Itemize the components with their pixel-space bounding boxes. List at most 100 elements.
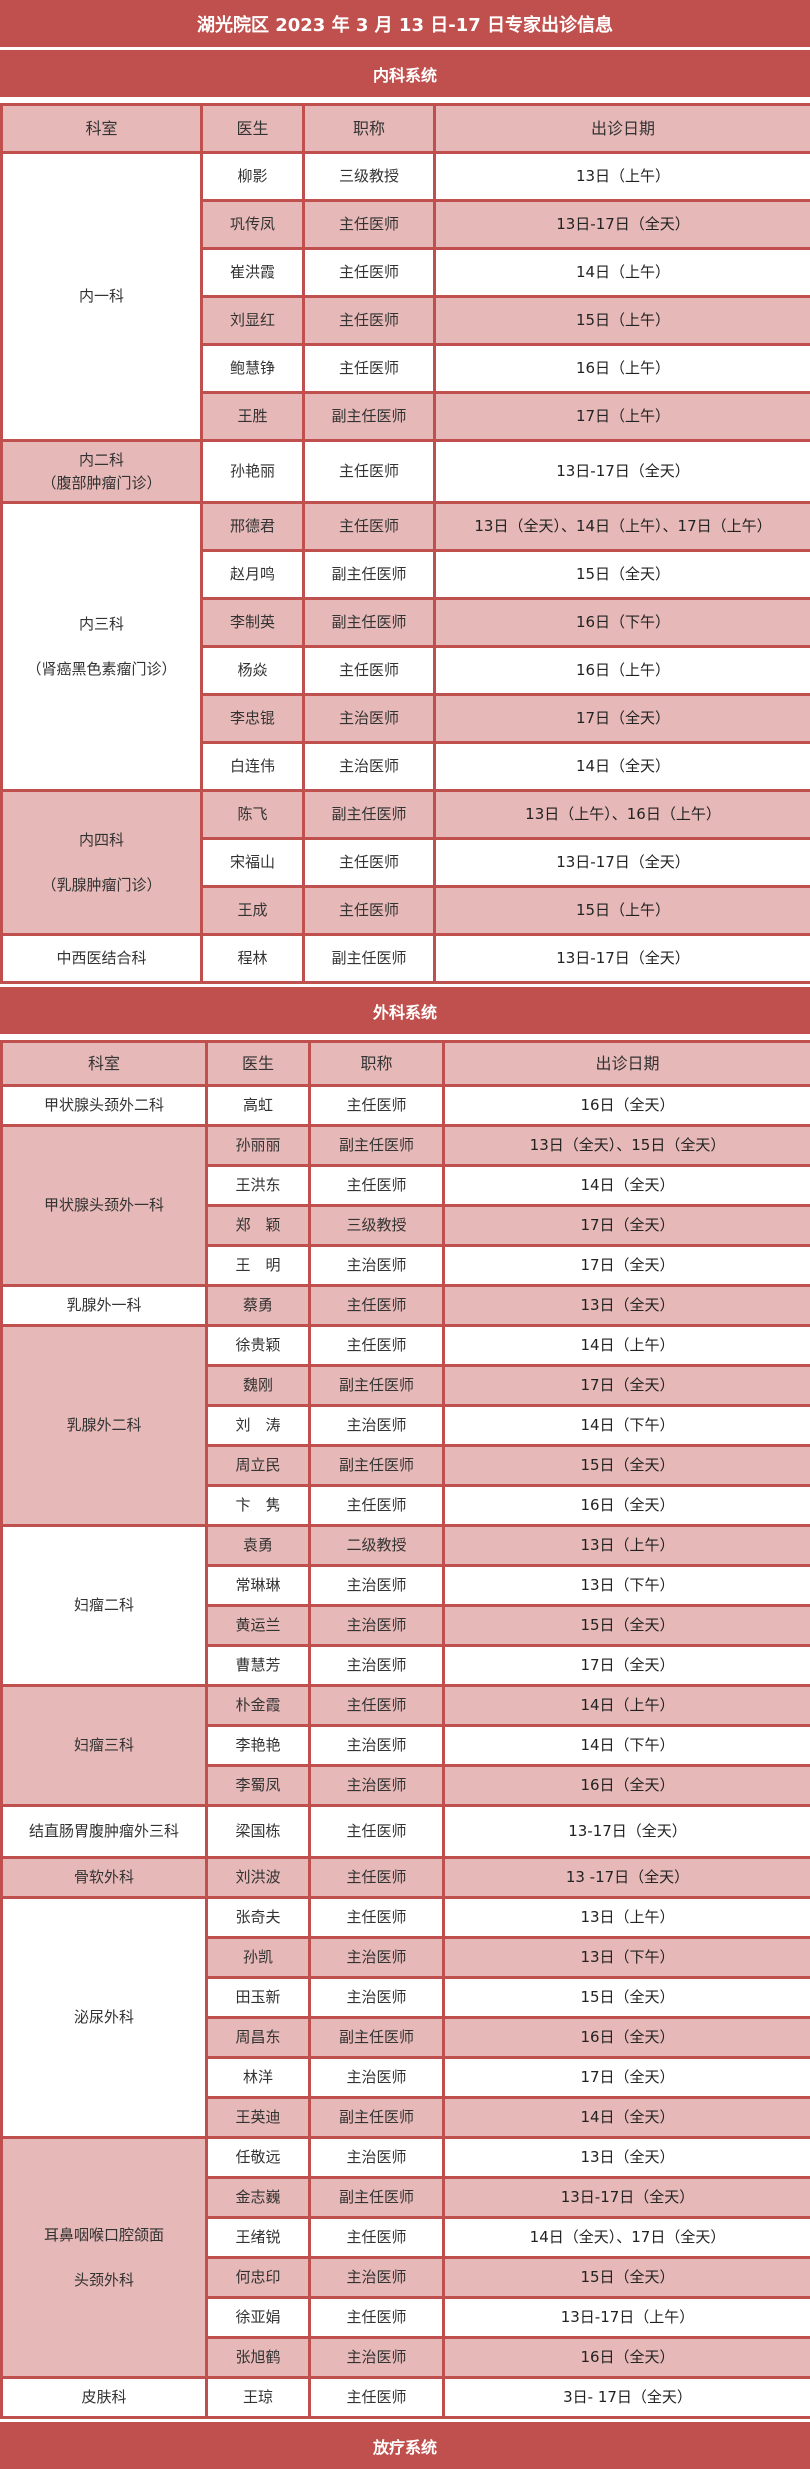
doctor-cell: 郑 颖 (207, 1206, 310, 1246)
doctor-cell: 赵月鸣 (202, 551, 304, 599)
doctor-cell: 徐亚娟 (207, 2298, 310, 2338)
title-cell: 副主任医师 (310, 1126, 444, 1166)
date-cell: 17日（全天） (444, 1206, 810, 1246)
doctor-cell: 蔡勇 (207, 1286, 310, 1326)
doctor-cell: 黄运兰 (207, 1606, 310, 1646)
title-cell: 主任医师 (310, 1486, 444, 1526)
doctor-cell: 李艳艳 (207, 1726, 310, 1766)
department-cell: 妇瘤三科 (2, 1686, 207, 1806)
date-cell: 13日-17日（全天） (435, 839, 810, 887)
title-cell: 主任医师 (304, 887, 435, 935)
title-cell: 主任医师 (310, 1898, 444, 1938)
date-cell: 13日-17日（全天） (435, 441, 810, 503)
date-cell: 17日（全天） (435, 695, 810, 743)
column-header: 医生 (202, 105, 304, 153)
doctor-cell: 高虹 (207, 1086, 310, 1126)
doctor-cell: 巩传凤 (202, 201, 304, 249)
title-cell: 二级教授 (310, 1526, 444, 1566)
column-header: 科室 (2, 1042, 207, 1086)
date-cell: 17日（全天） (444, 1646, 810, 1686)
doctor-cell: 王 明 (207, 1246, 310, 1286)
doctor-cell: 金志巍 (207, 2178, 310, 2218)
department-cell: 中西医结合科 (2, 935, 202, 983)
title-cell: 主任医师 (304, 839, 435, 887)
doctor-cell: 张旭鹤 (207, 2338, 310, 2378)
title-cell: 主任医师 (304, 345, 435, 393)
title-cell: 主任医师 (310, 2298, 444, 2338)
doctor-cell: 柳影 (202, 153, 304, 201)
title-cell: 主治医师 (310, 1246, 444, 1286)
column-header: 职称 (310, 1042, 444, 1086)
doctor-cell: 李蜀凤 (207, 1766, 310, 1806)
date-cell: 14日（全天） (444, 2098, 810, 2138)
date-cell: 13日-17日（上午） (444, 2298, 810, 2338)
title-cell: 主任医师 (310, 1806, 444, 1858)
date-cell: 15日（全天） (444, 2258, 810, 2298)
doctor-cell: 何忠印 (207, 2258, 310, 2298)
doctor-cell: 周立民 (207, 1446, 310, 1486)
date-cell: 13日-17日（全天） (444, 2178, 810, 2218)
title-cell: 副主任医师 (310, 2098, 444, 2138)
date-cell: 15日（全天） (444, 1446, 810, 1486)
date-cell: 3日- 17日（全天） (444, 2378, 810, 2418)
title-cell: 主任医师 (304, 297, 435, 345)
section-header: 放疗系统 (0, 2422, 810, 2469)
title-cell: 主治医师 (310, 1566, 444, 1606)
title-cell: 主任医师 (304, 201, 435, 249)
doctor-cell: 孙艳丽 (202, 441, 304, 503)
title-cell: 主治医师 (304, 743, 435, 791)
doctor-cell: 田玉新 (207, 1978, 310, 2018)
date-cell: 15日（全天） (444, 1978, 810, 2018)
title-cell: 主任医师 (304, 441, 435, 503)
title-cell: 主治医师 (310, 1606, 444, 1646)
date-cell: 16日（全天） (444, 1486, 810, 1526)
date-cell: 15日（全天） (444, 1606, 810, 1646)
column-header: 出诊日期 (435, 105, 810, 153)
date-cell: 17日（全天） (444, 2058, 810, 2098)
title-cell: 主治医师 (310, 2258, 444, 2298)
doctor-cell: 王洪东 (207, 1166, 310, 1206)
doctor-cell: 周昌东 (207, 2018, 310, 2058)
title-cell: 副主任医师 (310, 1366, 444, 1406)
doctor-cell: 林洋 (207, 2058, 310, 2098)
title-cell: 主治医师 (310, 1938, 444, 1978)
date-cell: 13-17日（全天） (444, 1806, 810, 1858)
doctor-cell: 王绪锐 (207, 2218, 310, 2258)
doctor-cell: 杨焱 (202, 647, 304, 695)
department-cell: 乳腺外一科 (2, 1286, 207, 1326)
title-cell: 副主任医师 (304, 935, 435, 983)
doctor-cell: 白连伟 (202, 743, 304, 791)
title-cell: 主治医师 (310, 1766, 444, 1806)
doctor-cell: 刘洪波 (207, 1858, 310, 1898)
date-cell: 13日（上午） (444, 1898, 810, 1938)
title-cell: 主任医师 (304, 503, 435, 551)
doctor-cell: 魏刚 (207, 1366, 310, 1406)
doctor-cell: 袁勇 (207, 1526, 310, 1566)
department-cell: 泌尿外科 (2, 1898, 207, 2138)
title-cell: 主治医师 (310, 1726, 444, 1766)
date-cell: 16日（上午） (435, 345, 810, 393)
date-cell: 13日（全天）、14日（上午）、17日（上午） (435, 503, 810, 551)
title-cell: 主治医师 (310, 2338, 444, 2378)
title-cell: 主治医师 (310, 1646, 444, 1686)
department-cell: 妇瘤二科 (2, 1526, 207, 1686)
department-cell: 甲状腺头颈外一科 (2, 1126, 207, 1286)
column-header: 医生 (207, 1042, 310, 1086)
doctor-cell: 刘显红 (202, 297, 304, 345)
department-cell: 结直肠胃腹肿瘤外三科 (2, 1806, 207, 1858)
title-cell: 副主任医师 (304, 599, 435, 647)
title-cell: 主治医师 (310, 2138, 444, 2178)
title-cell: 主任医师 (310, 2378, 444, 2418)
title-cell: 主任医师 (310, 1686, 444, 1726)
department-cell: 内一科 (2, 153, 202, 441)
date-cell: 13日-17日（全天） (435, 201, 810, 249)
title-cell: 主任医师 (304, 647, 435, 695)
doctor-cell: 崔洪霞 (202, 249, 304, 297)
